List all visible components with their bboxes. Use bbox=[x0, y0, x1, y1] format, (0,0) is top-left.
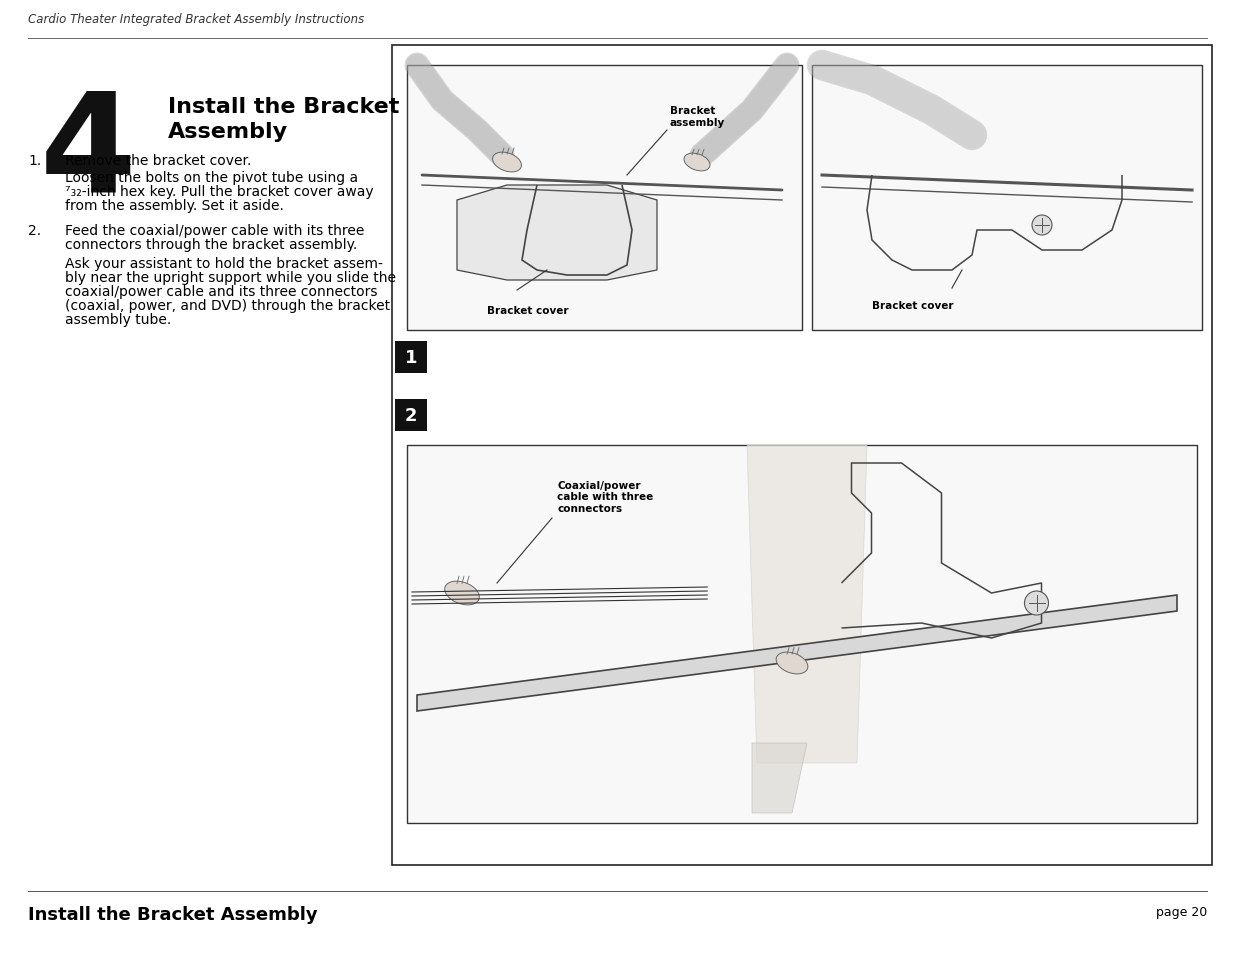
Text: connectors through the bracket assembly.: connectors through the bracket assembly. bbox=[65, 237, 357, 252]
Text: bly near the upright support while you slide the: bly near the upright support while you s… bbox=[65, 271, 396, 285]
Text: 2: 2 bbox=[405, 407, 417, 424]
Text: Bracket
assembly: Bracket assembly bbox=[671, 107, 725, 128]
Bar bbox=[408, 66, 802, 331]
Text: ⁷₃₂-inch hex key. Pull the bracket cover away: ⁷₃₂-inch hex key. Pull the bracket cover… bbox=[65, 185, 374, 199]
Text: Install the Bracket Assembly: Install the Bracket Assembly bbox=[28, 905, 317, 923]
Polygon shape bbox=[752, 743, 806, 813]
Text: Loosen the bolts on the pivot tube using a: Loosen the bolts on the pivot tube using… bbox=[65, 171, 358, 185]
Text: assembly tube.: assembly tube. bbox=[65, 313, 172, 327]
Ellipse shape bbox=[445, 581, 479, 605]
Circle shape bbox=[1025, 592, 1049, 616]
Text: Install the Bracket: Install the Bracket bbox=[168, 97, 399, 117]
Text: Feed the coaxial/power cable with its three: Feed the coaxial/power cable with its th… bbox=[65, 224, 364, 237]
Polygon shape bbox=[747, 446, 867, 763]
Text: (coaxial, power, and DVD) through the bracket: (coaxial, power, and DVD) through the br… bbox=[65, 298, 390, 313]
Bar bbox=[408, 446, 1197, 823]
Text: 1: 1 bbox=[405, 349, 417, 367]
Bar bbox=[395, 341, 427, 374]
Text: from the assembly. Set it aside.: from the assembly. Set it aside. bbox=[65, 199, 284, 213]
Bar bbox=[395, 399, 427, 432]
Bar bbox=[811, 66, 1202, 331]
Text: Coaxial/power
cable with three
connectors: Coaxial/power cable with three connector… bbox=[557, 480, 653, 514]
Text: Ask your assistant to hold the bracket assem-: Ask your assistant to hold the bracket a… bbox=[65, 256, 383, 271]
Text: page 20: page 20 bbox=[1156, 905, 1207, 918]
Polygon shape bbox=[417, 596, 1177, 711]
Circle shape bbox=[1032, 215, 1052, 235]
Text: Remove the bracket cover.: Remove the bracket cover. bbox=[65, 153, 252, 168]
Text: coaxial/power cable and its three connectors: coaxial/power cable and its three connec… bbox=[65, 285, 378, 298]
Polygon shape bbox=[457, 186, 657, 281]
Text: Bracket cover: Bracket cover bbox=[487, 306, 568, 315]
Bar bbox=[391, 46, 1212, 865]
Text: 1.: 1. bbox=[28, 153, 41, 168]
Text: 4: 4 bbox=[40, 86, 136, 221]
Text: Cardio Theater Integrated Bracket Assembly Instructions: Cardio Theater Integrated Bracket Assemb… bbox=[28, 13, 364, 26]
Text: 2.: 2. bbox=[28, 224, 41, 237]
Text: Bracket cover: Bracket cover bbox=[872, 301, 953, 311]
Text: Assembly: Assembly bbox=[168, 122, 288, 142]
Ellipse shape bbox=[493, 152, 521, 172]
Ellipse shape bbox=[684, 154, 710, 172]
Ellipse shape bbox=[776, 653, 808, 674]
